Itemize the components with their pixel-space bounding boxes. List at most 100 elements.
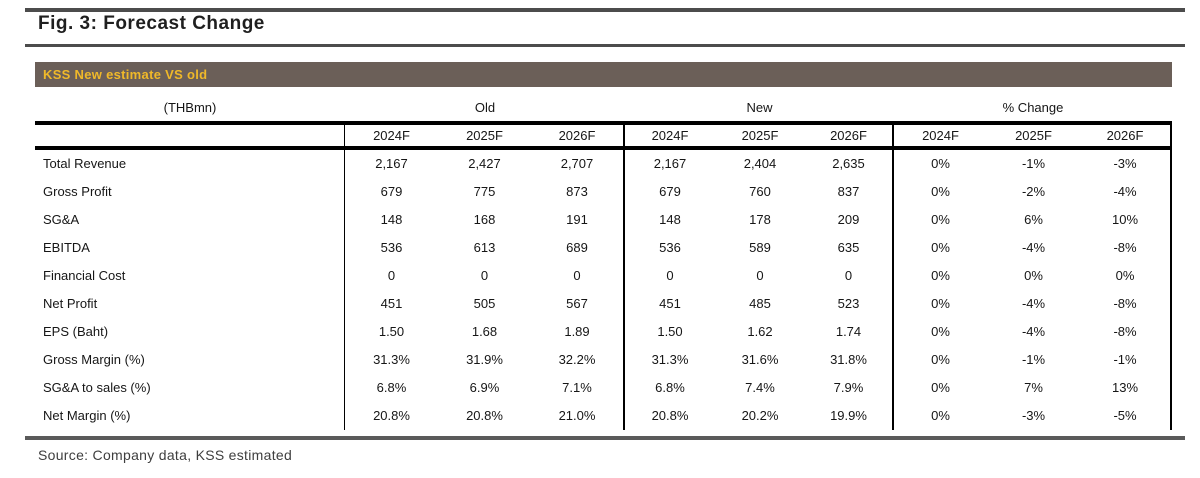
value-cell: -4% — [1021, 324, 1046, 339]
year-header-chg-2025f: 2025F — [1015, 128, 1052, 143]
value-cell: 1.50 — [657, 324, 683, 339]
banner-title: KSS New estimate VS old — [43, 67, 208, 82]
value-cell: 0% — [931, 380, 950, 395]
value-cell: 7.1% — [531, 374, 625, 402]
value-cell: 0% — [931, 296, 950, 311]
forecast-table: (THBmn) Old New % Change 2024F 2025F 202… — [35, 95, 1172, 430]
group-header-old: Old — [474, 100, 496, 115]
value-cell: -8% — [1080, 234, 1172, 262]
header-divider-bottom — [35, 146, 1172, 150]
value-cell: 2,427 — [468, 156, 501, 171]
value-cell: 31.3% — [373, 352, 410, 367]
source-note: Source: Company data, KSS estimated — [38, 447, 293, 463]
value-cell: 32.2% — [531, 346, 625, 374]
value-cell: -1% — [1021, 156, 1046, 171]
value-cell: 2,167 — [653, 156, 687, 171]
row-label: Gross Margin (%) — [35, 346, 345, 374]
value-cell: 1.68 — [471, 324, 498, 339]
value-cell: 6% — [1024, 212, 1043, 227]
year-header-spacer — [35, 125, 345, 146]
value-cell: 1.62 — [747, 324, 773, 339]
row-label: EBITDA — [35, 234, 345, 262]
value-cell: 536 — [659, 240, 681, 255]
row-label: Net Margin (%) — [35, 402, 345, 430]
value-cell: 31.6% — [741, 352, 779, 367]
value-cell: 7% — [1024, 380, 1043, 395]
value-cell: 523 — [805, 290, 894, 318]
header-divider-top — [35, 121, 1172, 125]
value-cell: -3% — [1021, 408, 1046, 423]
value-cell: 13% — [1080, 374, 1172, 402]
unit-label: (THBmn) — [163, 100, 217, 115]
value-cell: 148 — [659, 212, 681, 227]
value-cell: -4% — [1021, 240, 1046, 255]
value-cell: 0% — [1024, 268, 1043, 283]
value-cell: 20.8% — [373, 408, 410, 423]
value-cell: 7.4% — [745, 380, 775, 395]
value-cell: 7.9% — [805, 374, 894, 402]
value-cell: 1.89 — [531, 318, 625, 346]
value-cell: 775 — [473, 184, 496, 199]
group-header-pct-change: % Change — [1002, 100, 1064, 115]
value-cell: 0% — [931, 408, 950, 423]
top-rule — [25, 8, 1185, 12]
footer-divider — [25, 436, 1185, 440]
value-cell: -5% — [1080, 402, 1172, 430]
value-cell: 19.9% — [805, 402, 894, 430]
value-cell: 589 — [749, 240, 771, 255]
year-header-new-2025f: 2025F — [741, 128, 779, 143]
value-cell: 873 — [531, 178, 625, 206]
value-cell: 148 — [380, 212, 403, 227]
year-header-chg-2026f: 2026F — [1080, 125, 1172, 146]
year-header-chg-2024f: 2024F — [922, 128, 959, 143]
year-header-new-2024f: 2024F — [651, 128, 689, 143]
value-cell: -2% — [1021, 184, 1046, 199]
table-row: Financial Cost 0 0 0 0 0 0 0% 0% 0% — [35, 262, 1172, 290]
value-cell: 31.3% — [651, 352, 689, 367]
value-cell: 505 — [473, 296, 496, 311]
year-header-old-2026f: 2026F — [531, 125, 625, 146]
value-cell: 613 — [473, 240, 496, 255]
value-cell: 0 — [666, 268, 674, 283]
value-cell: -8% — [1080, 318, 1172, 346]
row-label: Gross Profit — [35, 178, 345, 206]
table-row: Gross Margin (%) 31.3% 31.9% 32.2% 31.3%… — [35, 346, 1172, 374]
value-cell: 21.0% — [531, 402, 625, 430]
table-row: SG&A to sales (%) 6.8% 6.9% 7.1% 6.8% 7.… — [35, 374, 1172, 402]
year-header-new-2026f: 2026F — [805, 125, 894, 146]
value-cell: 679 — [659, 184, 681, 199]
value-cell: 1.74 — [805, 318, 894, 346]
value-cell: 0 — [480, 268, 489, 283]
value-cell: 2,167 — [375, 156, 408, 171]
value-cell: 451 — [380, 296, 403, 311]
table-row: Net Margin (%) 20.8% 20.8% 21.0% 20.8% 2… — [35, 402, 1172, 430]
value-cell: 2,707 — [531, 150, 625, 178]
value-cell: 191 — [531, 206, 625, 234]
value-cell: 0% — [931, 324, 950, 339]
value-cell: 10% — [1080, 206, 1172, 234]
table-row: Gross Profit 679 775 873 679 760 837 0% … — [35, 178, 1172, 206]
value-cell: 6.8% — [655, 380, 685, 395]
row-label: SG&A — [35, 206, 345, 234]
value-cell: 0% — [1080, 262, 1172, 290]
value-cell: -3% — [1080, 150, 1172, 178]
value-cell: 0% — [931, 352, 950, 367]
value-cell: 0% — [931, 212, 950, 227]
figure-title: Fig. 3: Forecast Change — [38, 13, 265, 34]
value-cell: 0% — [931, 240, 950, 255]
value-cell: 837 — [805, 178, 894, 206]
value-cell: 679 — [380, 184, 403, 199]
row-label: EPS (Baht) — [35, 318, 345, 346]
value-cell: 6.8% — [376, 380, 407, 395]
value-cell: 2,404 — [743, 156, 777, 171]
value-cell: -4% — [1080, 178, 1172, 206]
year-header-row: 2024F 2025F 2026F 2024F 2025F 2026F 2024… — [35, 125, 1172, 146]
value-cell: 168 — [473, 212, 496, 227]
value-cell: 635 — [805, 234, 894, 262]
table-row: Net Profit 451 505 567 451 485 523 0% -4… — [35, 290, 1172, 318]
value-cell: 0% — [931, 268, 950, 283]
value-cell: 2,635 — [805, 150, 894, 178]
value-cell: -8% — [1080, 290, 1172, 318]
value-cell: 20.8% — [466, 408, 503, 423]
value-cell: 0 — [387, 268, 396, 283]
